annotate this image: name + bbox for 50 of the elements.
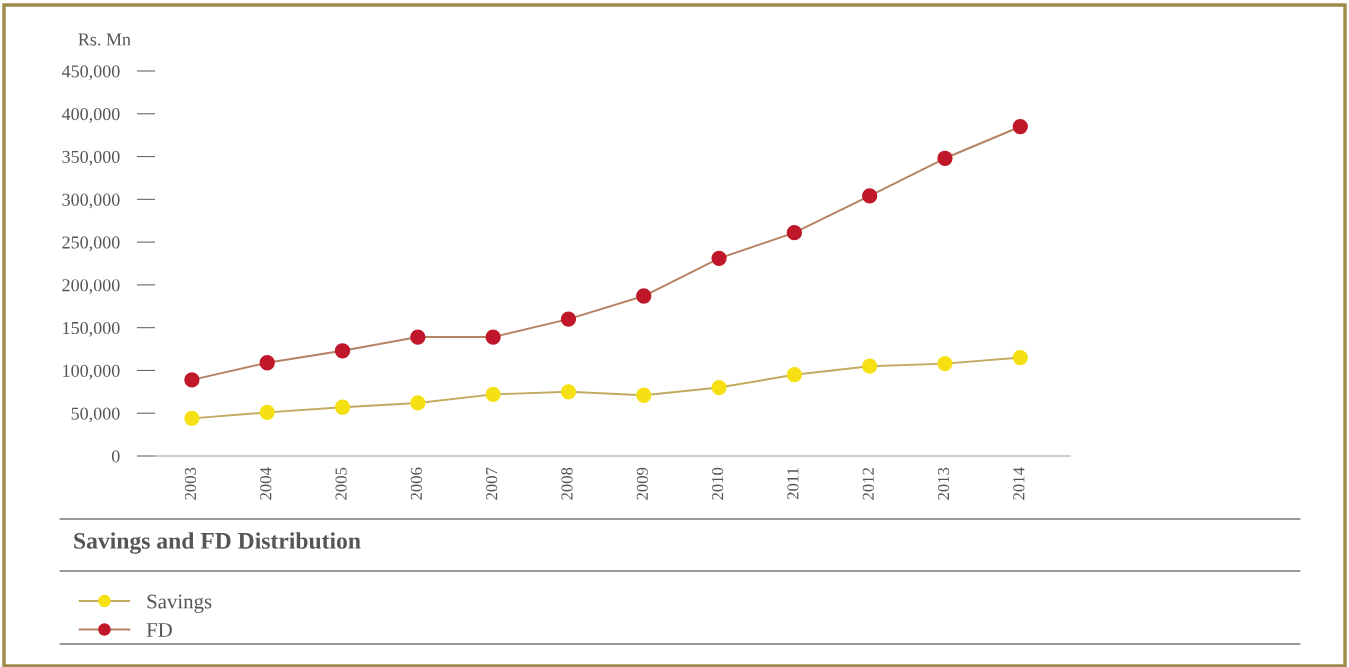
x-tick-label: 2003 xyxy=(184,467,197,500)
point xyxy=(1012,349,1028,366)
point xyxy=(410,395,426,411)
x-tick-label: 2007 xyxy=(486,467,498,500)
point xyxy=(184,410,200,426)
y-tick-label: 400,000 xyxy=(61,108,120,123)
point xyxy=(334,399,351,415)
y-tick-label: 200,000 xyxy=(62,279,120,294)
x-tick-label: 2012 xyxy=(862,468,874,500)
point xyxy=(560,384,577,400)
point xyxy=(937,150,953,166)
point xyxy=(786,225,803,241)
point xyxy=(410,329,426,345)
y-tick-label: 50,000 xyxy=(71,407,120,423)
point xyxy=(937,355,953,372)
x-tick-label: 2005 xyxy=(335,467,347,500)
y-tick-label: 250,000 xyxy=(62,236,120,252)
x-tick-label: 2011 xyxy=(787,468,799,500)
point xyxy=(1012,118,1028,135)
point xyxy=(259,404,275,421)
point xyxy=(711,250,727,267)
y-tick-label: 450,000 xyxy=(61,65,120,81)
point xyxy=(636,288,652,304)
point xyxy=(636,387,652,403)
point xyxy=(184,372,200,388)
legend-label: FD xyxy=(146,623,172,637)
x-tick-label: 2013 xyxy=(937,467,950,500)
x-tick-label: 2009 xyxy=(636,467,648,500)
point xyxy=(485,329,501,345)
y-tick-label: 350,000 xyxy=(62,150,120,166)
x-tick-label: 2010 xyxy=(711,467,724,500)
point xyxy=(485,386,501,403)
y-tick-label: 300,000 xyxy=(62,193,120,209)
x-tick-label: 2014 xyxy=(1013,467,1025,500)
y-tick-label: 150,000 xyxy=(63,321,120,337)
point xyxy=(334,343,351,359)
point xyxy=(259,355,275,371)
legend-label: Savings xyxy=(147,594,212,613)
x-tick-label: 2006 xyxy=(410,467,422,500)
x-tick-label: 2004 xyxy=(260,467,272,500)
y-tick-label: 0 xyxy=(111,450,120,463)
point xyxy=(862,188,878,204)
y-tick-label: 100,000 xyxy=(63,364,120,380)
x-tick-label: 2008 xyxy=(561,467,573,500)
point xyxy=(862,358,878,374)
point xyxy=(786,367,803,383)
point xyxy=(711,379,727,396)
y-axis-title: Rs. Mn xyxy=(78,33,131,46)
point xyxy=(560,311,577,327)
text: Savings and FD Distribution xyxy=(74,532,361,554)
